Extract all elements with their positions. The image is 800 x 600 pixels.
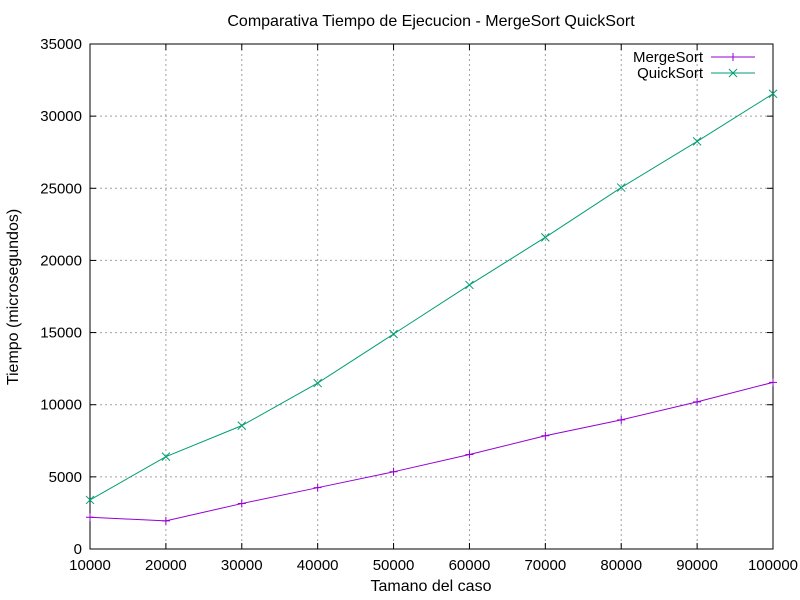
data-point-quicksort bbox=[313, 378, 323, 388]
y-tick-label: 20000 bbox=[40, 252, 82, 269]
y-tick-label: 30000 bbox=[40, 108, 82, 125]
data-point-mergesort bbox=[237, 499, 246, 508]
x-tick-label: 90000 bbox=[676, 557, 718, 574]
data-point-quicksort bbox=[616, 183, 626, 192]
x-tick-label: 30000 bbox=[221, 557, 263, 574]
series-lines bbox=[85, 89, 778, 525]
data-point-mergesort bbox=[693, 397, 702, 406]
data-point-mergesort bbox=[161, 516, 170, 525]
y-tick-label: 35000 bbox=[40, 36, 82, 53]
x-tick-label: 20000 bbox=[145, 557, 187, 574]
chart-title: Comparativa Tiempo de Ejecucion - MergeS… bbox=[227, 13, 635, 30]
data-point-quicksort bbox=[161, 452, 171, 462]
data-point-mergesort bbox=[541, 431, 550, 440]
plot-frame bbox=[89, 43, 774, 550]
x-tick-label: 10000 bbox=[69, 557, 111, 574]
legend: MergeSort QuickSort bbox=[633, 49, 755, 82]
x-tick-label: 50000 bbox=[373, 557, 415, 574]
data-point-quicksort bbox=[237, 421, 247, 430]
data-point-quicksort bbox=[465, 280, 474, 290]
x-tick-label: 100000 bbox=[748, 557, 798, 574]
legend-marker-mergesort bbox=[729, 53, 737, 61]
data-point-mergesort bbox=[617, 415, 626, 424]
y-tick-label: 5000 bbox=[49, 469, 82, 486]
data-point-mergesort bbox=[86, 513, 94, 522]
data-point-quicksort bbox=[540, 232, 550, 242]
y-tick-label: 0 bbox=[74, 541, 82, 558]
series-line-mergesort bbox=[89, 381, 774, 522]
data-point-mergesort bbox=[769, 378, 777, 387]
axis-ticks: 10000 20000 30000 40000 50000 60000 70000 80000… bbox=[40, 36, 798, 574]
x-axis-label: Tamano del caso bbox=[371, 578, 492, 595]
series-line-quicksort bbox=[89, 93, 774, 501]
x-tick-label: 40000 bbox=[297, 557, 339, 574]
y-tick-label: 25000 bbox=[40, 180, 82, 197]
y-axis-label: Tiempo (microsegundos) bbox=[5, 209, 22, 385]
y-tick-label: 10000 bbox=[40, 397, 82, 414]
data-point-quicksort bbox=[692, 137, 702, 146]
x-tick-label: 70000 bbox=[524, 557, 566, 574]
legend-marker-quicksort bbox=[728, 68, 738, 78]
grid-lines bbox=[90, 44, 773, 549]
legend-label-mergesort: MergeSort bbox=[633, 49, 704, 66]
data-point-quicksort bbox=[389, 329, 398, 339]
x-tick-label: 60000 bbox=[449, 557, 491, 574]
x-tick-label: 80000 bbox=[600, 557, 642, 574]
data-point-mergesort bbox=[313, 483, 322, 492]
data-point-quicksort bbox=[85, 495, 95, 505]
data-point-quicksort bbox=[768, 89, 778, 99]
data-point-mergesort bbox=[465, 450, 474, 459]
y-tick-label: 15000 bbox=[40, 325, 82, 342]
legend-label-quicksort: QuickSort bbox=[637, 65, 704, 82]
data-point-mergesort bbox=[389, 467, 398, 476]
